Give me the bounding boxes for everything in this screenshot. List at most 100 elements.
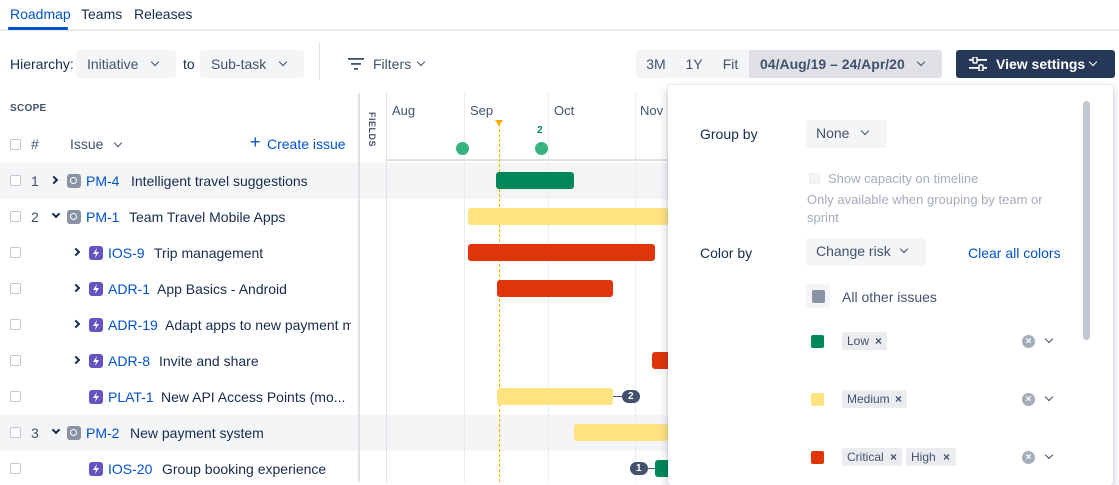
issue-title[interactable]: Group booking experience bbox=[162, 461, 327, 477]
scope-divider bbox=[358, 93, 360, 482]
dependency-badge[interactable]: 2 bbox=[622, 390, 640, 403]
timeline-bar-ios-9[interactable] bbox=[468, 244, 655, 261]
remove-tag-icon[interactable]: × bbox=[943, 450, 951, 464]
tab-roadmap[interactable]: Roadmap bbox=[10, 6, 71, 22]
all-other-issues-label: All other issues bbox=[842, 289, 937, 305]
panel-scrollbar-thumb[interactable] bbox=[1083, 101, 1090, 340]
tab-releases[interactable]: Releases bbox=[134, 6, 193, 22]
issue-title[interactable]: Team Travel Mobile Apps bbox=[129, 209, 286, 225]
row-number: 3 bbox=[31, 425, 39, 441]
chevron-right-icon[interactable] bbox=[71, 319, 81, 329]
issue-title[interactable]: Intelligent travel suggestions bbox=[131, 173, 308, 189]
chevron-down-icon[interactable] bbox=[51, 209, 61, 219]
plus-icon: + bbox=[250, 132, 261, 152]
zoom-3m-button[interactable]: 3M bbox=[636, 50, 676, 78]
issue-key[interactable]: PLAT-1 bbox=[108, 389, 154, 405]
clear-row-icon[interactable]: × bbox=[1022, 451, 1035, 464]
row-checkbox[interactable] bbox=[10, 391, 21, 402]
issue-key[interactable]: PM-4 bbox=[86, 173, 120, 189]
row-checkbox[interactable] bbox=[10, 283, 21, 294]
timeline-bar-pm-2[interactable] bbox=[574, 424, 668, 441]
risk-tag-medium: Medium bbox=[842, 390, 907, 408]
clear-row-icon[interactable]: × bbox=[1022, 335, 1035, 348]
timeline-baseline bbox=[387, 159, 668, 161]
today-line bbox=[499, 124, 500, 482]
zoom-1y-button[interactable]: 1Y bbox=[676, 50, 712, 78]
high-color-swatch[interactable] bbox=[811, 451, 824, 464]
other-color-swatch[interactable] bbox=[812, 290, 825, 303]
show-capacity-label: Show capacity on timeline bbox=[828, 171, 979, 186]
date-range-select[interactable]: 04/Aug/19 – 24/Apr/20 bbox=[749, 50, 942, 78]
row-number: 2 bbox=[31, 209, 39, 225]
release-marker[interactable] bbox=[456, 142, 469, 155]
issue-key[interactable]: ADR-19 bbox=[108, 317, 158, 333]
issue-title[interactable]: New API Access Points (mo... bbox=[161, 389, 346, 405]
zoom-fit-button[interactable]: Fit bbox=[712, 50, 749, 78]
tab-teams[interactable]: Teams bbox=[81, 6, 123, 22]
chevron-down-icon bbox=[150, 57, 160, 67]
row-checkbox[interactable] bbox=[10, 463, 21, 474]
issue-key[interactable]: IOS-20 bbox=[108, 461, 153, 477]
timeline-bar-pm-1[interactable] bbox=[468, 208, 668, 225]
chevron-down-icon bbox=[278, 57, 288, 67]
today-marker bbox=[495, 120, 503, 126]
issue-key[interactable]: PM-2 bbox=[86, 425, 120, 441]
remove-tag-icon[interactable]: × bbox=[890, 450, 898, 464]
row-checkbox[interactable] bbox=[10, 175, 21, 186]
chevron-right-icon[interactable] bbox=[71, 247, 81, 257]
issue-title[interactable]: Adapt apps to new payment me bbox=[165, 317, 351, 333]
month-label: Nov bbox=[640, 103, 664, 118]
timeline-bar-pm-4[interactable] bbox=[496, 172, 574, 189]
issue-title[interactable]: App Basics - Android bbox=[157, 281, 287, 297]
group-by-value: None bbox=[816, 125, 850, 141]
subtask-bolt-icon bbox=[89, 282, 103, 296]
dependency-badge[interactable]: 1 bbox=[630, 462, 648, 475]
initiative-icon bbox=[67, 426, 81, 440]
issue-header[interactable]: Issue bbox=[70, 136, 104, 152]
issue-title[interactable]: Invite and share bbox=[159, 353, 259, 369]
month-label: Oct bbox=[554, 103, 575, 118]
fields-column bbox=[360, 93, 387, 482]
release-marker[interactable] bbox=[535, 142, 548, 155]
medium-color-swatch[interactable] bbox=[811, 393, 824, 406]
row-checkbox[interactable] bbox=[10, 355, 21, 366]
hierarchy-to-select[interactable]: Sub-task bbox=[200, 50, 304, 78]
select-all-checkbox[interactable] bbox=[10, 139, 21, 150]
date-range-value: 04/Aug/19 – 24/Apr/20 bbox=[760, 56, 905, 72]
view-settings-label: View settings bbox=[996, 56, 1086, 72]
group-by-select[interactable]: None bbox=[806, 120, 887, 148]
chevron-down-icon bbox=[1088, 57, 1098, 67]
row-checkbox[interactable] bbox=[10, 211, 21, 222]
release-count: 2 bbox=[537, 125, 543, 136]
issue-title[interactable]: Trip management bbox=[154, 245, 264, 261]
low-color-swatch[interactable] bbox=[811, 335, 824, 348]
create-issue-label: Create issue bbox=[267, 136, 346, 152]
issue-key[interactable]: ADR-8 bbox=[108, 353, 151, 369]
remove-tag-icon[interactable]: × bbox=[875, 334, 883, 348]
row-checkbox[interactable] bbox=[10, 319, 21, 330]
chevron-right-icon[interactable] bbox=[71, 283, 81, 293]
fields-label[interactable]: FIELDS bbox=[367, 112, 377, 148]
hierarchy-from-select[interactable]: Initiative bbox=[76, 50, 176, 78]
remove-tag-icon[interactable]: × bbox=[895, 392, 903, 406]
scope-label: SCOPE bbox=[10, 103, 47, 114]
view-settings-button[interactable]: View settings bbox=[956, 50, 1115, 78]
show-capacity-checkbox[interactable] bbox=[809, 173, 820, 184]
tag-label: Medium bbox=[847, 392, 890, 406]
issue-title[interactable]: New payment system bbox=[130, 425, 264, 441]
color-by-select[interactable]: Change risk bbox=[806, 238, 926, 266]
timeline-bar-plat-1[interactable] bbox=[497, 388, 613, 405]
timeline-bar-adr-8[interactable] bbox=[652, 352, 668, 369]
issue-key[interactable]: ADR-1 bbox=[108, 281, 151, 297]
issue-key[interactable]: IOS-9 bbox=[108, 245, 145, 261]
filters-label: Filters bbox=[373, 56, 412, 72]
row-checkbox[interactable] bbox=[10, 427, 21, 438]
chevron-down-icon bbox=[916, 57, 926, 67]
issue-key[interactable]: PM-1 bbox=[86, 209, 120, 225]
clear-all-colors-link[interactable]: Clear all colors bbox=[968, 245, 1061, 261]
timeline-bar-adr-1[interactable] bbox=[497, 280, 613, 297]
row-checkbox[interactable] bbox=[10, 247, 21, 258]
clear-row-icon[interactable]: × bbox=[1022, 393, 1035, 406]
timeline-bar-ios-20[interactable] bbox=[655, 460, 668, 477]
chevron-right-icon[interactable] bbox=[71, 355, 81, 365]
